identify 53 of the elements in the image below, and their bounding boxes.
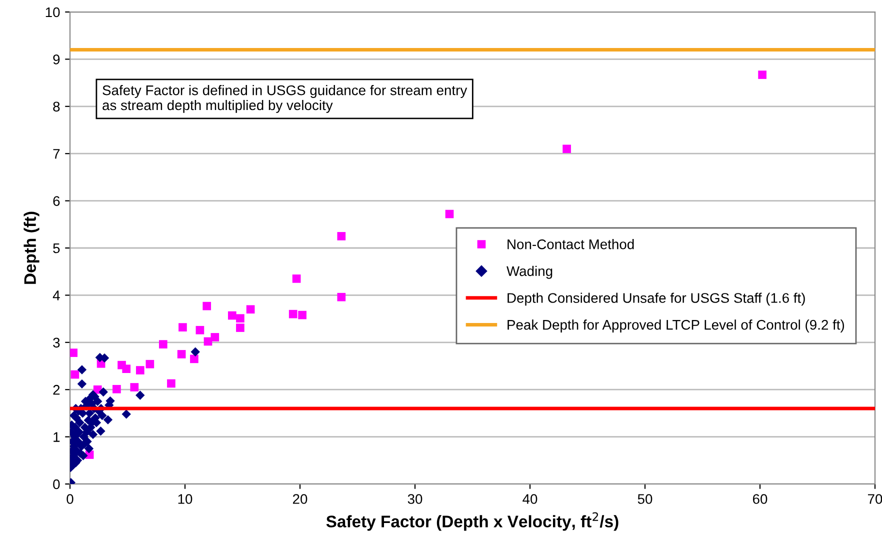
y-tick-label: 1	[54, 432, 60, 442]
point	[337, 232, 346, 240]
point	[70, 348, 78, 357]
x-axis-title: Safety Factor (Depth x Velocity, ft$^{2}$/s)	[326, 512, 618, 531]
annotation: Safety Factor is defined in USGS guidance for stream entry as stream depth multiplied by velocity	[102, 85, 468, 113]
point	[167, 379, 176, 388]
point	[202, 302, 212, 310]
y-tick-label: 7	[53, 149, 60, 159]
point	[228, 311, 236, 320]
y-tick-label: 10	[46, 7, 60, 18]
point	[445, 210, 454, 218]
legend-label: Depth Considered Unsafe for USGS Staff (1.6 ft)	[508, 292, 805, 306]
legend-label: Wading	[506, 266, 552, 279]
y-tick-label: 4	[52, 290, 60, 300]
x-tick-label: 20	[292, 494, 308, 504]
x-tick-label: 0	[66, 494, 74, 504]
y-tick-label: 9	[53, 54, 60, 64]
y-tick-label: 0	[53, 479, 60, 490]
point	[190, 354, 198, 364]
x-tick-label: 70	[868, 494, 882, 504]
y-tick-label: 2	[53, 384, 60, 395]
x-tick-label: 30	[408, 494, 422, 504]
y-tick-label: 3	[53, 338, 60, 348]
y-tick-label: 6	[53, 196, 60, 206]
point	[196, 326, 204, 334]
point	[758, 70, 766, 79]
point	[146, 360, 154, 368]
point	[292, 274, 301, 283]
point	[122, 364, 131, 373]
point	[236, 314, 244, 322]
point	[337, 292, 346, 302]
x-tick-label: 10	[178, 494, 192, 504]
x-tick-label: 40	[522, 494, 538, 504]
point	[210, 333, 220, 342]
x-tick-label: 50	[638, 494, 652, 504]
point	[130, 383, 139, 392]
point	[246, 305, 255, 314]
point	[158, 340, 168, 348]
point	[298, 310, 306, 320]
point	[136, 366, 144, 374]
point	[288, 310, 298, 318]
legend-label: Peak Depth for Approved LTCP Level of Control (9.2 ft)	[508, 320, 844, 332]
point	[112, 384, 121, 394]
y-tick-label: 5	[53, 243, 60, 254]
legend-label: Non-Contact Method	[508, 239, 634, 250]
point	[562, 144, 571, 154]
point	[178, 323, 187, 332]
point	[236, 324, 244, 332]
y-axis-title: Depth (ft)	[24, 212, 40, 284]
x-tick-label: 60	[752, 494, 768, 504]
point	[177, 350, 186, 358]
point	[70, 370, 80, 379]
y-tick-label: 8	[53, 102, 60, 112]
